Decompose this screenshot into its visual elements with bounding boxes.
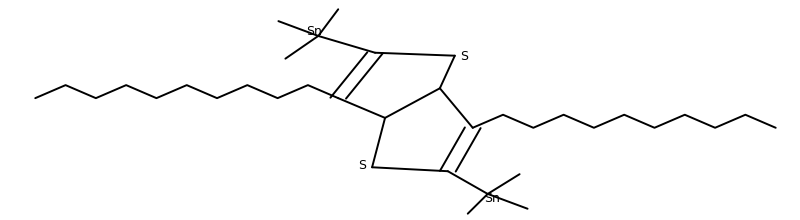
Text: Sn: Sn (306, 25, 322, 38)
Text: Sn: Sn (484, 192, 500, 205)
Text: S: S (358, 159, 366, 172)
Text: S: S (460, 50, 468, 63)
